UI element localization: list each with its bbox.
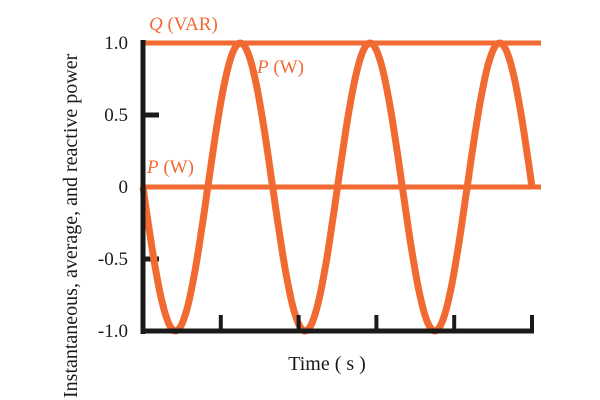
y-tick-label: -1.0 (98, 321, 128, 342)
q-label: Q (VAR) (149, 14, 218, 35)
y-tick-label: -0.5 (98, 249, 128, 270)
instantaneous-power-curve (139, 39, 536, 335)
y-tick-label: 0 (119, 177, 129, 198)
p-instantaneous-label: P (W) (256, 57, 304, 78)
p-average-label: P (W) (146, 157, 194, 178)
y-tick-label: 0.5 (104, 105, 128, 126)
y-axis-label: Instantaneous, average, and reactive pow… (60, 53, 82, 398)
y-tick-label: 1.0 (104, 33, 128, 54)
x-axis-label: Time ( s ) (288, 353, 366, 375)
